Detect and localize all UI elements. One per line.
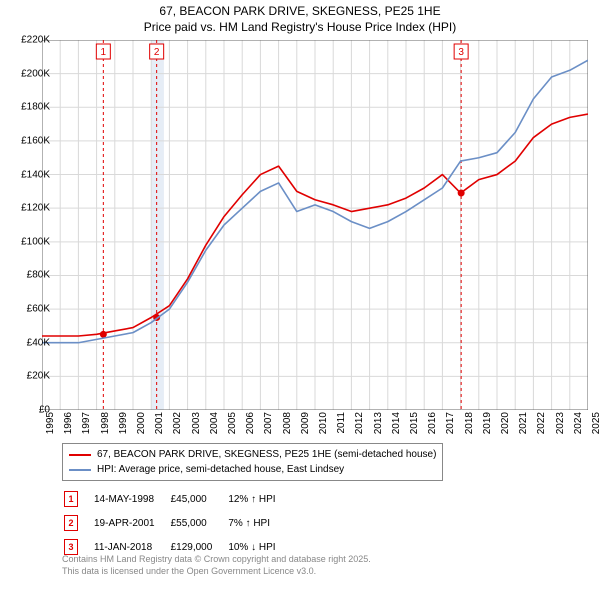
svg-text:1: 1 <box>101 47 107 58</box>
footer: Contains HM Land Registry data © Crown c… <box>62 554 371 577</box>
marker-delta: 7% ↑ HPI <box>228 512 289 534</box>
legend-label-hpi: HPI: Average price, semi-detached house,… <box>97 462 344 477</box>
y-tick-label: £80K <box>27 270 50 281</box>
x-tick-label: 1998 <box>100 412 111 434</box>
title-line-1: 67, BEACON PARK DRIVE, SKEGNESS, PE25 1H… <box>0 4 600 20</box>
title-line-2: Price paid vs. HM Land Registry's House … <box>0 20 600 36</box>
x-tick-label: 2025 <box>591 412 600 434</box>
x-tick-label: 2007 <box>263 412 274 434</box>
x-tick-label: 2022 <box>536 412 547 434</box>
x-tick-label: 2006 <box>245 412 256 434</box>
y-tick-label: £60K <box>27 304 50 315</box>
y-tick-label: £220K <box>21 35 50 46</box>
x-tick-label: 2024 <box>573 412 584 434</box>
x-tick-label: 2016 <box>427 412 438 434</box>
title-block: 67, BEACON PARK DRIVE, SKEGNESS, PE25 1H… <box>0 0 600 35</box>
y-tick-label: £160K <box>21 135 50 146</box>
x-tick-label: 2000 <box>136 412 147 434</box>
x-tick-label: 2021 <box>518 412 529 434</box>
marker-box-icon: 1 <box>64 491 78 507</box>
x-tick-label: 2018 <box>464 412 475 434</box>
x-tick-label: 1995 <box>45 412 56 434</box>
x-tick-label: 2013 <box>373 412 384 434</box>
y-tick-label: £40K <box>27 337 50 348</box>
price-chart: 1 2 3 <box>42 40 588 410</box>
y-tick-label: £200K <box>21 68 50 79</box>
y-tick-label: £180K <box>21 102 50 113</box>
x-tick-label: 2012 <box>354 412 365 434</box>
marker-date: 19-APR-2001 <box>94 512 169 534</box>
marker-row: 1 14-MAY-1998£45,00012% ↑ HPI <box>64 488 290 510</box>
footer-line-1: Contains HM Land Registry data © Crown c… <box>62 554 371 566</box>
x-tick-label: 2008 <box>282 412 293 434</box>
x-tick-label: 2019 <box>482 412 493 434</box>
marker-date: 14-MAY-1998 <box>94 488 169 510</box>
legend-item-hpi: HPI: Average price, semi-detached house,… <box>69 462 436 477</box>
y-tick-label: £100K <box>21 236 50 247</box>
x-tick-label: 2005 <box>227 412 238 434</box>
marker-box-icon: 2 <box>64 515 78 531</box>
x-tick-label: 2010 <box>318 412 329 434</box>
svg-text:3: 3 <box>458 47 464 58</box>
y-tick-label: £20K <box>27 371 50 382</box>
marker-row: 2 19-APR-2001£55,0007% ↑ HPI <box>64 512 290 534</box>
legend: 67, BEACON PARK DRIVE, SKEGNESS, PE25 1H… <box>62 443 443 481</box>
x-tick-label: 2002 <box>172 412 183 434</box>
chart-container: 67, BEACON PARK DRIVE, SKEGNESS, PE25 1H… <box>0 0 600 590</box>
marker-price: £55,000 <box>171 512 227 534</box>
legend-swatch-property <box>69 454 91 456</box>
legend-item-property: 67, BEACON PARK DRIVE, SKEGNESS, PE25 1H… <box>69 447 436 462</box>
x-tick-label: 2003 <box>191 412 202 434</box>
legend-label-property: 67, BEACON PARK DRIVE, SKEGNESS, PE25 1H… <box>97 447 436 462</box>
x-tick-label: 2017 <box>445 412 456 434</box>
x-tick-label: 2004 <box>209 412 220 434</box>
x-tick-label: 2023 <box>555 412 566 434</box>
x-tick-label: 2020 <box>500 412 511 434</box>
x-tick-label: 2001 <box>154 412 165 434</box>
markers-table: 1 14-MAY-1998£45,00012% ↑ HPI 2 19-APR-2001… <box>62 486 292 560</box>
x-tick-label: 2015 <box>409 412 420 434</box>
x-tick-label: 2014 <box>391 412 402 434</box>
y-tick-label: £140K <box>21 169 50 180</box>
marker-price: £45,000 <box>171 488 227 510</box>
svg-text:2: 2 <box>154 47 160 58</box>
marker-box-icon: 3 <box>64 539 78 555</box>
x-tick-label: 1999 <box>118 412 129 434</box>
footer-line-2: This data is licensed under the Open Gov… <box>62 566 371 578</box>
x-tick-label: 2009 <box>300 412 311 434</box>
legend-swatch-hpi <box>69 469 91 471</box>
y-tick-label: £120K <box>21 203 50 214</box>
x-tick-label: 1997 <box>81 412 92 434</box>
marker-delta: 12% ↑ HPI <box>228 488 289 510</box>
x-tick-label: 2011 <box>336 412 347 434</box>
x-tick-label: 1996 <box>63 412 74 434</box>
